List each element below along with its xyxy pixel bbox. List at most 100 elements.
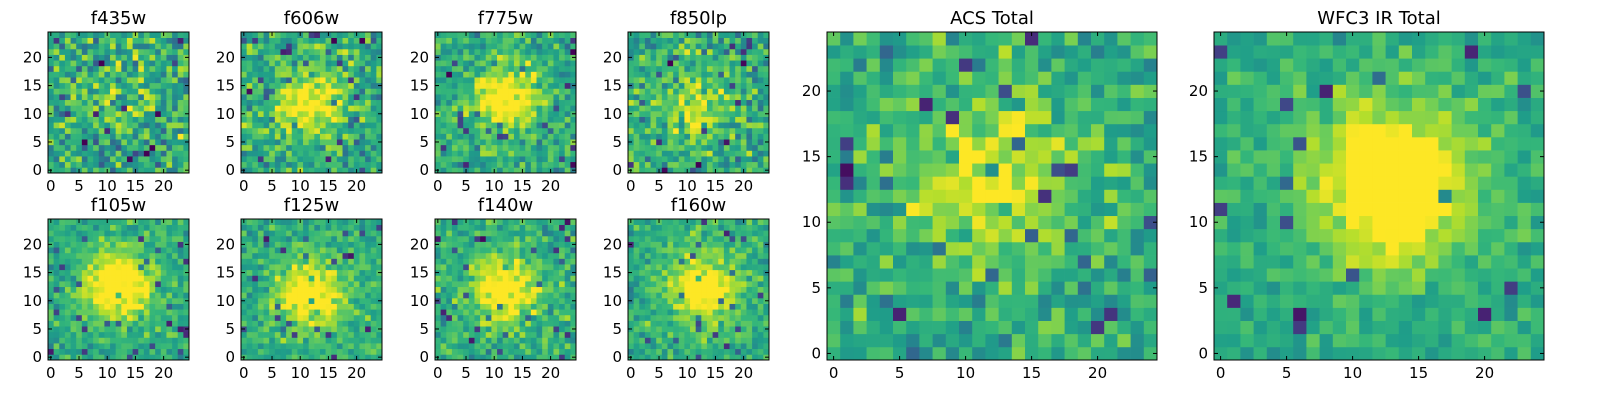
heatmap-cell <box>519 309 526 316</box>
heatmap-cell <box>735 343 742 350</box>
heatmap-cell <box>104 281 111 288</box>
heatmap-cell <box>87 82 94 89</box>
heatmap-cell <box>536 343 543 350</box>
heatmap-cell <box>274 286 281 293</box>
heatmap-cell <box>559 331 566 338</box>
heatmap-cell <box>480 235 487 242</box>
heatmap-cell <box>667 320 674 327</box>
heatmap-cell <box>98 275 105 282</box>
heatmap-cell <box>559 343 566 350</box>
heatmap-cell <box>435 43 441 50</box>
heatmap-cell <box>132 281 139 288</box>
heatmap-cell <box>536 133 543 140</box>
heatmap-cell <box>723 326 730 333</box>
heatmap-cell <box>348 314 355 321</box>
heatmap-cell <box>435 314 441 321</box>
heatmap-cell <box>370 99 377 106</box>
heatmap-cell <box>497 326 504 333</box>
heatmap-cell <box>519 247 526 254</box>
heatmap-cell <box>723 54 730 61</box>
heatmap-cell <box>718 48 725 55</box>
heatmap-cell <box>547 133 554 140</box>
heatmap-cell <box>110 156 117 163</box>
heatmap-cell <box>667 88 674 95</box>
heatmap-cell <box>644 314 651 321</box>
heatmap-cell <box>746 88 753 95</box>
heatmap-cell <box>508 337 515 344</box>
heatmap-cell <box>451 275 458 282</box>
heatmap-cell <box>64 122 71 129</box>
heatmap-cell <box>269 65 276 72</box>
heatmap-cell <box>53 144 60 151</box>
heatmap-cell <box>241 224 247 231</box>
heatmap-cell <box>342 348 349 355</box>
heatmap-cell <box>319 144 326 151</box>
heatmap-cell <box>286 88 293 95</box>
heatmap-cell <box>365 224 372 231</box>
x-tick-label: 0 <box>433 177 443 195</box>
heatmap-cell <box>241 303 247 310</box>
heatmap-cell <box>132 320 139 327</box>
heatmap-cell <box>502 297 509 304</box>
heatmap-cell <box>93 156 100 163</box>
heatmap-cell <box>485 77 492 84</box>
heatmap-cell <box>59 133 66 140</box>
heatmap-cell <box>143 343 150 350</box>
heatmap-cell <box>342 219 349 225</box>
heatmap-cell <box>177 348 184 355</box>
heatmap-cell <box>735 105 742 112</box>
heatmap-cell <box>474 252 481 259</box>
heatmap-cell <box>314 94 321 101</box>
heatmap-cell <box>502 37 509 44</box>
heatmap-cell <box>257 297 264 304</box>
heatmap-cell <box>468 303 475 310</box>
heatmap-cell <box>536 65 543 72</box>
heatmap-cell <box>274 241 281 248</box>
heatmap-cell <box>183 71 190 78</box>
heatmap-cell <box>76 286 83 293</box>
heatmap-cell <box>542 241 549 248</box>
heatmap-cell <box>451 292 458 299</box>
heatmap-cell <box>257 139 264 146</box>
heatmap-cells-f435w <box>48 32 190 174</box>
heatmap-cell <box>644 54 651 61</box>
heatmap-cell <box>628 88 634 95</box>
heatmap-cell <box>553 275 560 282</box>
heatmap-cell <box>513 241 520 248</box>
heatmap-cell <box>308 32 315 38</box>
heatmap-cell <box>525 88 532 95</box>
y-tick-label: 0 <box>32 348 42 366</box>
heatmap-cell <box>457 337 464 344</box>
heatmap-cell <box>468 60 475 67</box>
heatmap-cell <box>308 71 315 78</box>
heatmap-cell <box>336 252 343 259</box>
heatmap-cell <box>474 65 481 72</box>
heatmap-cell <box>336 286 343 293</box>
heatmap-cell <box>314 139 321 146</box>
heatmap-cell <box>440 292 447 299</box>
heatmap-cell <box>661 167 668 174</box>
heatmap-cell <box>695 77 702 84</box>
heatmap-cell <box>263 326 270 333</box>
heatmap-cell <box>553 241 560 248</box>
heatmap-cell <box>143 264 150 271</box>
heatmap-cell <box>104 314 111 321</box>
heatmap-cell <box>740 37 747 44</box>
heatmap-cell <box>644 292 651 299</box>
heatmap-cell <box>440 224 447 231</box>
heatmap-cell <box>269 139 276 146</box>
heatmap-cell <box>155 105 162 112</box>
heatmap-cell <box>353 82 360 89</box>
heatmap-cell <box>160 320 167 327</box>
heatmap-cell <box>104 297 111 304</box>
heatmap-cell <box>468 122 475 129</box>
heatmap-cell <box>757 309 764 316</box>
heatmap-cell <box>468 116 475 123</box>
heatmap-cell <box>435 337 441 344</box>
x-tick-label: 0 <box>239 177 249 195</box>
heatmap-cell <box>491 122 498 129</box>
heatmap-cell <box>497 224 504 231</box>
heatmap-cell <box>149 331 156 338</box>
heatmap-cell <box>325 247 332 254</box>
heatmap-cell <box>746 71 753 78</box>
